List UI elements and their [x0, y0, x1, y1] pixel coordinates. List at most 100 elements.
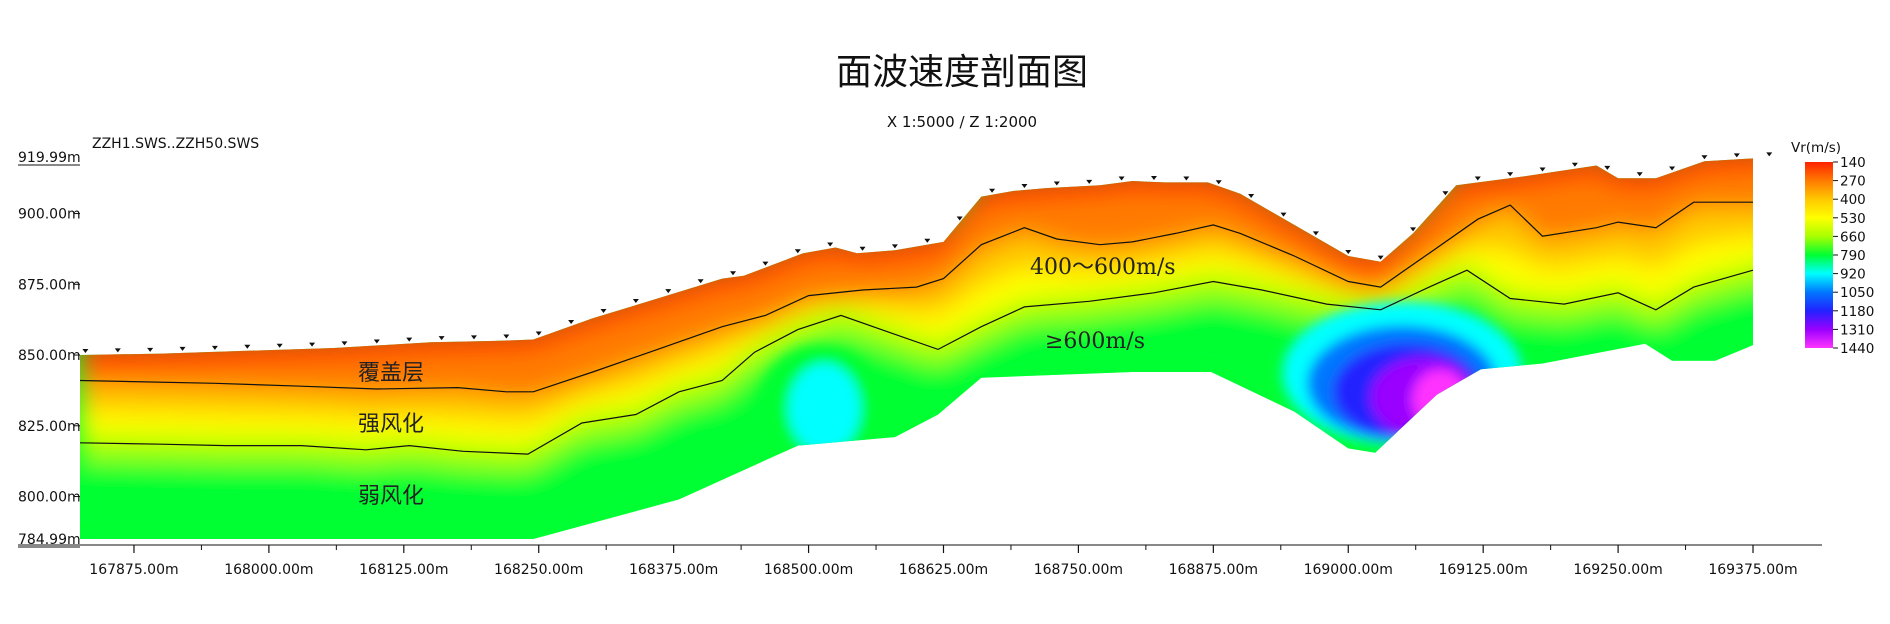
- colorbar-label: 140: [1840, 155, 1866, 171]
- station-marker: [1280, 212, 1287, 217]
- station-marker: [989, 188, 996, 193]
- station-marker: [1507, 172, 1514, 177]
- colorbar-label: 270: [1840, 174, 1866, 190]
- station-marker: [1312, 231, 1319, 236]
- station-marker: [665, 289, 672, 294]
- station-marker: [373, 339, 380, 344]
- station-marker: [470, 335, 477, 340]
- velocity-section: [80, 158, 1753, 539]
- x-tick-label: 168625.00m: [899, 562, 988, 578]
- station-marker: [762, 261, 769, 266]
- station-marker: [1701, 155, 1708, 160]
- station-marker: [1733, 153, 1740, 158]
- y-axis: 919.99m 900.00m 875.00m 850.00m 825.00m 800.0…: [18, 150, 81, 548]
- station-marker: [859, 246, 866, 251]
- colorbar-label: 1180: [1840, 304, 1874, 320]
- station-marker: [632, 299, 639, 304]
- y-tick-label: 850.00m: [18, 348, 81, 364]
- station-marker: [1053, 181, 1060, 186]
- x-tick-label: 168125.00m: [359, 562, 448, 578]
- station-marker: [1571, 162, 1578, 167]
- colorbar-label: 1050: [1840, 285, 1874, 301]
- file-label: ZZH1.SWS..ZZH50.SWS: [92, 136, 259, 152]
- colorbar: Vr(m/s) 140 270 400 530 660 790 920 1050 1180 131…: [1791, 140, 1874, 357]
- colorbar-title: Vr(m/s): [1791, 140, 1841, 156]
- y-tick-label: 875.00m: [18, 277, 81, 293]
- station-marker: [1636, 172, 1643, 177]
- station-marker: [1345, 250, 1352, 255]
- colorbar-label: 1440: [1840, 341, 1874, 357]
- station-marker: [1377, 255, 1384, 260]
- anomaly-peak: [1412, 369, 1469, 430]
- annotation-strong-weathering: 强风化: [358, 412, 424, 437]
- colorbar-label: 920: [1840, 267, 1866, 283]
- station-marker: [1248, 193, 1255, 198]
- x-tick-label: 169250.00m: [1573, 562, 1662, 578]
- station-marker: [244, 344, 251, 349]
- y-tick-label: 800.00m: [18, 490, 81, 506]
- station-marker: [794, 249, 801, 254]
- station-marker: [697, 279, 704, 284]
- x-tick-label: 167875.00m: [89, 562, 178, 578]
- station-marker: [1442, 191, 1449, 196]
- station-marker: [1086, 179, 1093, 184]
- station-marker: [1604, 165, 1611, 170]
- chart-title: 面波速度剖面图: [836, 52, 1088, 93]
- station-marker: [1118, 176, 1125, 181]
- colorbar-label: 790: [1840, 248, 1866, 264]
- station-marker: [568, 319, 575, 324]
- x-tick-label: 168250.00m: [494, 562, 583, 578]
- station-marker: [827, 242, 834, 247]
- station-marker: [891, 244, 898, 249]
- station-marker: [406, 337, 413, 342]
- station-marker: [1539, 167, 1546, 172]
- station-marker: [114, 348, 121, 353]
- station-marker: [503, 334, 510, 339]
- station-marker: [147, 347, 154, 352]
- x-tick-label: 168500.00m: [764, 562, 853, 578]
- contour-400: [79, 201, 1753, 393]
- anomaly2-core: [788, 363, 861, 454]
- station-marker: [1183, 176, 1190, 181]
- y-tick-label: 900.00m: [18, 207, 81, 223]
- station-marker: [1021, 183, 1028, 188]
- colorbar-label: 400: [1840, 192, 1866, 208]
- station-marker: [535, 331, 542, 336]
- station-marker: [82, 348, 89, 353]
- station-marker: [956, 216, 963, 221]
- station-marker: [1669, 166, 1676, 171]
- annotation-weak-weathering: 弱风化: [358, 484, 424, 509]
- y-tick-label: 825.00m: [18, 419, 81, 435]
- x-tick-label: 169125.00m: [1438, 562, 1527, 578]
- station-marker: [1150, 175, 1157, 180]
- x-tick-label: 168750.00m: [1034, 562, 1123, 578]
- annotation-400-600: 400～600m/s: [1030, 255, 1176, 280]
- station-marker: [1215, 180, 1222, 185]
- x-tick-label: 169000.00m: [1304, 562, 1393, 578]
- colorbar-label: 660: [1840, 229, 1866, 245]
- x-tick-label: 169375.00m: [1708, 562, 1797, 578]
- station-marker: [600, 308, 607, 313]
- contour-600: [79, 269, 1754, 455]
- station-marker: [438, 336, 445, 341]
- station-marker: [211, 345, 218, 350]
- y-tick-label: 919.99m: [18, 150, 81, 166]
- station-marker: [1410, 227, 1417, 232]
- x-axis: 167875.00m 168000.00m 168125.00m 168250.00m…: [18, 544, 1822, 578]
- annotation-over-600: ≥600m/s: [1045, 329, 1145, 354]
- colorbar-label: 530: [1840, 211, 1866, 227]
- x-tick-label: 168375.00m: [629, 562, 718, 578]
- velocity-contours: [79, 201, 1754, 455]
- station-markers: [82, 152, 1773, 353]
- colorbar-ramp: [1805, 162, 1833, 348]
- station-marker: [730, 271, 737, 276]
- station-marker: [1474, 176, 1481, 181]
- station-marker: [309, 342, 316, 347]
- station-marker: [1766, 152, 1773, 157]
- colorbar-label: 1310: [1840, 322, 1874, 338]
- x-tick-label: 168875.00m: [1169, 562, 1258, 578]
- blended-bands: [80, 158, 1753, 539]
- annotation-overburden: 覆盖层: [358, 361, 424, 386]
- station-marker: [924, 238, 931, 243]
